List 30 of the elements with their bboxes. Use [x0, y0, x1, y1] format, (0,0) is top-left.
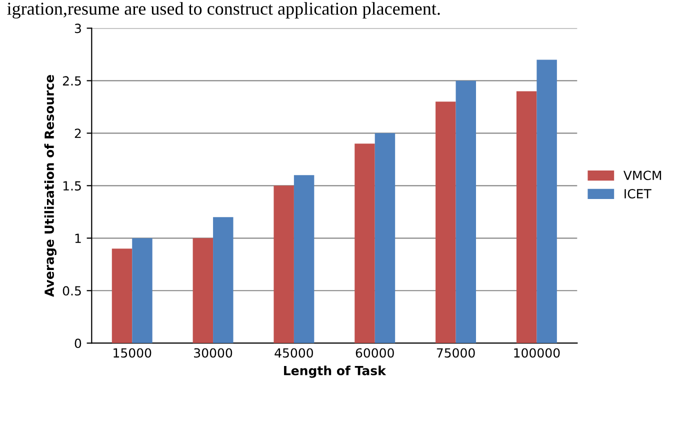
- y-tick-label: 2: [74, 128, 81, 138]
- bar: [536, 60, 557, 344]
- text: igration,resume are used to construct application placement.: [7, 2, 440, 19]
- legend-label: VMCM: [624, 170, 662, 180]
- x-tick-label: 30000: [194, 348, 232, 358]
- x-tick-label: 100000: [514, 348, 560, 358]
- y-tick-label: 1.5: [63, 181, 81, 191]
- y-axis-title: Average Utilization of Resource: [44, 75, 57, 297]
- legend-label: ICET: [624, 189, 652, 198]
- y-tick-label: 3: [74, 24, 81, 34]
- x-tick-label: 75000: [436, 348, 475, 358]
- y-tick-label: 2.5: [62, 76, 81, 86]
- y-tick-label: 0.5: [62, 286, 81, 296]
- y-tick-label: 0: [74, 338, 82, 348]
- bar: [192, 238, 214, 344]
- y-tick-label: 1: [75, 234, 81, 243]
- bar: [456, 80, 476, 344]
- bar: [213, 217, 234, 344]
- x-tick-label: 15000: [114, 348, 152, 358]
- bar: [112, 248, 132, 344]
- x-axis-title: Length of Task: [284, 366, 386, 378]
- x-tick-label: 45000: [274, 348, 313, 358]
- x-tick-label: 60000: [356, 348, 394, 358]
- bar: [436, 102, 456, 344]
- bar: [516, 91, 537, 344]
- bar: [132, 238, 152, 344]
- bar: [274, 186, 294, 344]
- bar: [354, 144, 375, 344]
- bar: [294, 175, 314, 344]
- bar: [374, 133, 396, 344]
